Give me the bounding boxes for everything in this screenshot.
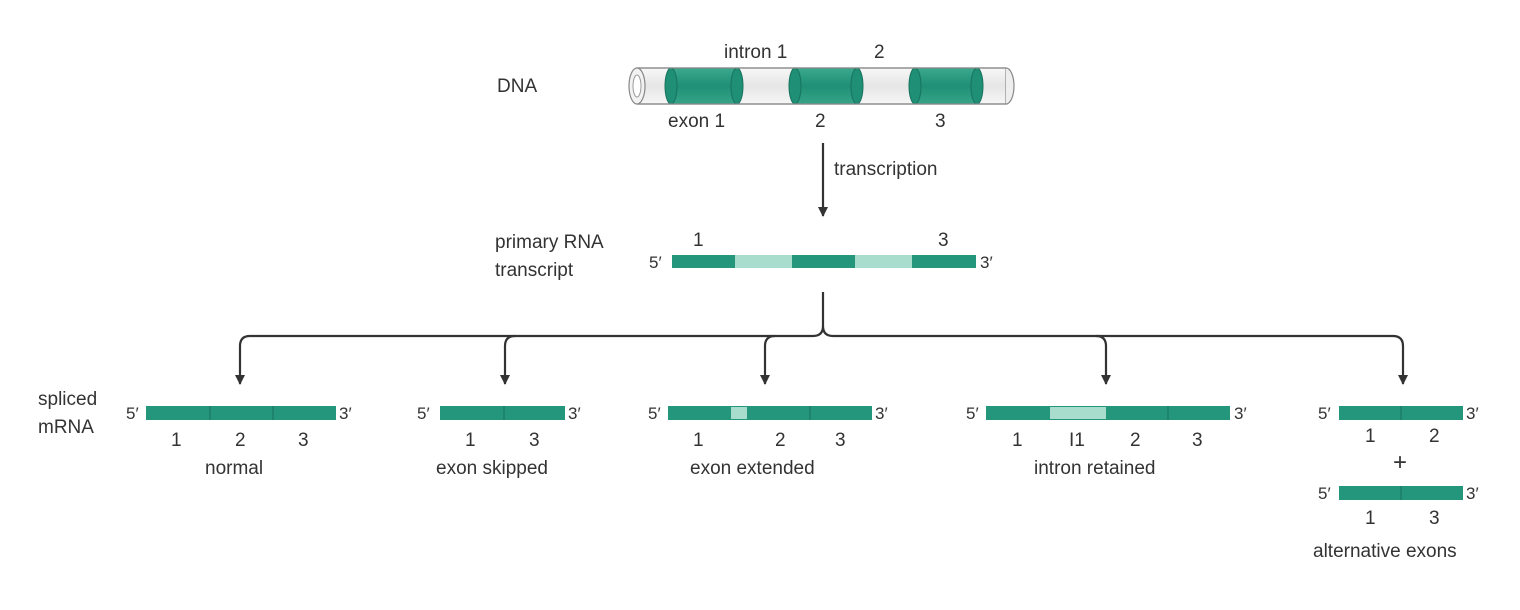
variant-normal: 5′ 3′ 1 2 3 normal — [126, 404, 352, 479]
branch-connector — [235, 292, 1408, 385]
primary-label-line2: transcript — [495, 260, 574, 281]
primary-five-prime: 5′ — [649, 253, 662, 272]
v2-three-prime: 3′ — [568, 404, 581, 423]
v2-mrna-bar — [440, 406, 565, 420]
v1-num-1: 1 — [171, 430, 182, 451]
v5b-five-prime: 5′ — [1318, 484, 1331, 503]
primary-three-prime: 3′ — [980, 253, 993, 272]
v5-plus: + — [1393, 449, 1407, 476]
dna-exon-2-label: 2 — [815, 111, 826, 132]
v1-three-prime: 3′ — [339, 404, 352, 423]
dna-cylinder — [628, 67, 1015, 105]
dna-intron-1-label: intron 1 — [724, 42, 787, 63]
v5a-num-1: 1 — [1365, 426, 1376, 447]
v1-name: normal — [205, 458, 263, 479]
v2-name: exon skipped — [436, 458, 548, 479]
v3-num-1: 1 — [693, 430, 704, 451]
primary-transcript-bar — [672, 255, 976, 268]
v3-name: exon extended — [690, 458, 815, 479]
v1-five-prime: 5′ — [126, 404, 139, 423]
v3-extension — [731, 407, 747, 419]
v5a-three-prime: 3′ — [1466, 404, 1479, 423]
v4-mrna-bar — [986, 406, 1230, 420]
primary-label-line1: primary RNA — [495, 232, 604, 253]
v4-name: intron retained — [1034, 458, 1155, 479]
v4-num-2: 2 — [1130, 430, 1141, 451]
v1-mrna-bar — [146, 406, 336, 420]
v1-num-3: 3 — [298, 430, 309, 451]
variant-intron-retained: 5′ 3′ 1 I1 2 3 intron retained — [966, 404, 1247, 479]
dna-label: DNA — [497, 76, 537, 97]
v5a-num-2: 2 — [1429, 426, 1440, 447]
dna-exon-3 — [915, 68, 977, 104]
v5-name: alternative exons — [1313, 541, 1457, 562]
variant-exon-skipped: 5′ 3′ 1 3 exon skipped — [417, 404, 581, 479]
v5b-three-prime: 3′ — [1466, 484, 1479, 503]
v1-num-2: 2 — [235, 430, 246, 451]
transcription-label: transcription — [834, 159, 938, 180]
dna-exon-1 — [671, 68, 737, 104]
v4-num-3: 3 — [1192, 430, 1203, 451]
v3-num-3: 3 — [835, 430, 846, 451]
v3-three-prime: 3′ — [875, 404, 888, 423]
dna-exon-3-label: 3 — [935, 111, 946, 132]
primary-exon-3-label: 3 — [938, 230, 949, 251]
v5b-num-1: 1 — [1365, 508, 1376, 529]
v4-retained-intron — [1050, 407, 1106, 419]
v4-three-prime: 3′ — [1234, 404, 1247, 423]
v2-num-3: 3 — [529, 430, 540, 451]
v4-five-prime: 5′ — [966, 404, 979, 423]
v4-num-i1: I1 — [1069, 430, 1085, 451]
primary-intron-1 — [735, 255, 792, 268]
dna-exon-1-label: exon 1 — [668, 111, 725, 132]
v3-num-2: 2 — [775, 430, 786, 451]
v4-num-1: 1 — [1012, 430, 1023, 451]
variant-exon-extended: 5′ 3′ 1 2 3 exon extended — [648, 404, 888, 479]
v5b-num-3: 3 — [1429, 508, 1440, 529]
primary-intron-2 — [855, 255, 912, 268]
v3-mrna-bar — [668, 406, 872, 420]
v5a-five-prime: 5′ — [1318, 404, 1331, 423]
spliced-label-line2: mRNA — [38, 417, 94, 438]
variant-alternative-exons: 5′ 3′ 1 2 + 5′ 3′ 1 3 alternative exons — [1313, 404, 1479, 562]
dna-exon-2 — [795, 68, 857, 104]
v2-num-1: 1 — [465, 430, 476, 451]
v2-five-prime: 5′ — [417, 404, 430, 423]
v3-five-prime: 5′ — [648, 404, 661, 423]
primary-exon-1-label: 1 — [693, 230, 704, 251]
spliced-label-line1: spliced — [38, 389, 97, 410]
dna-intron-2-label: 2 — [874, 42, 885, 63]
